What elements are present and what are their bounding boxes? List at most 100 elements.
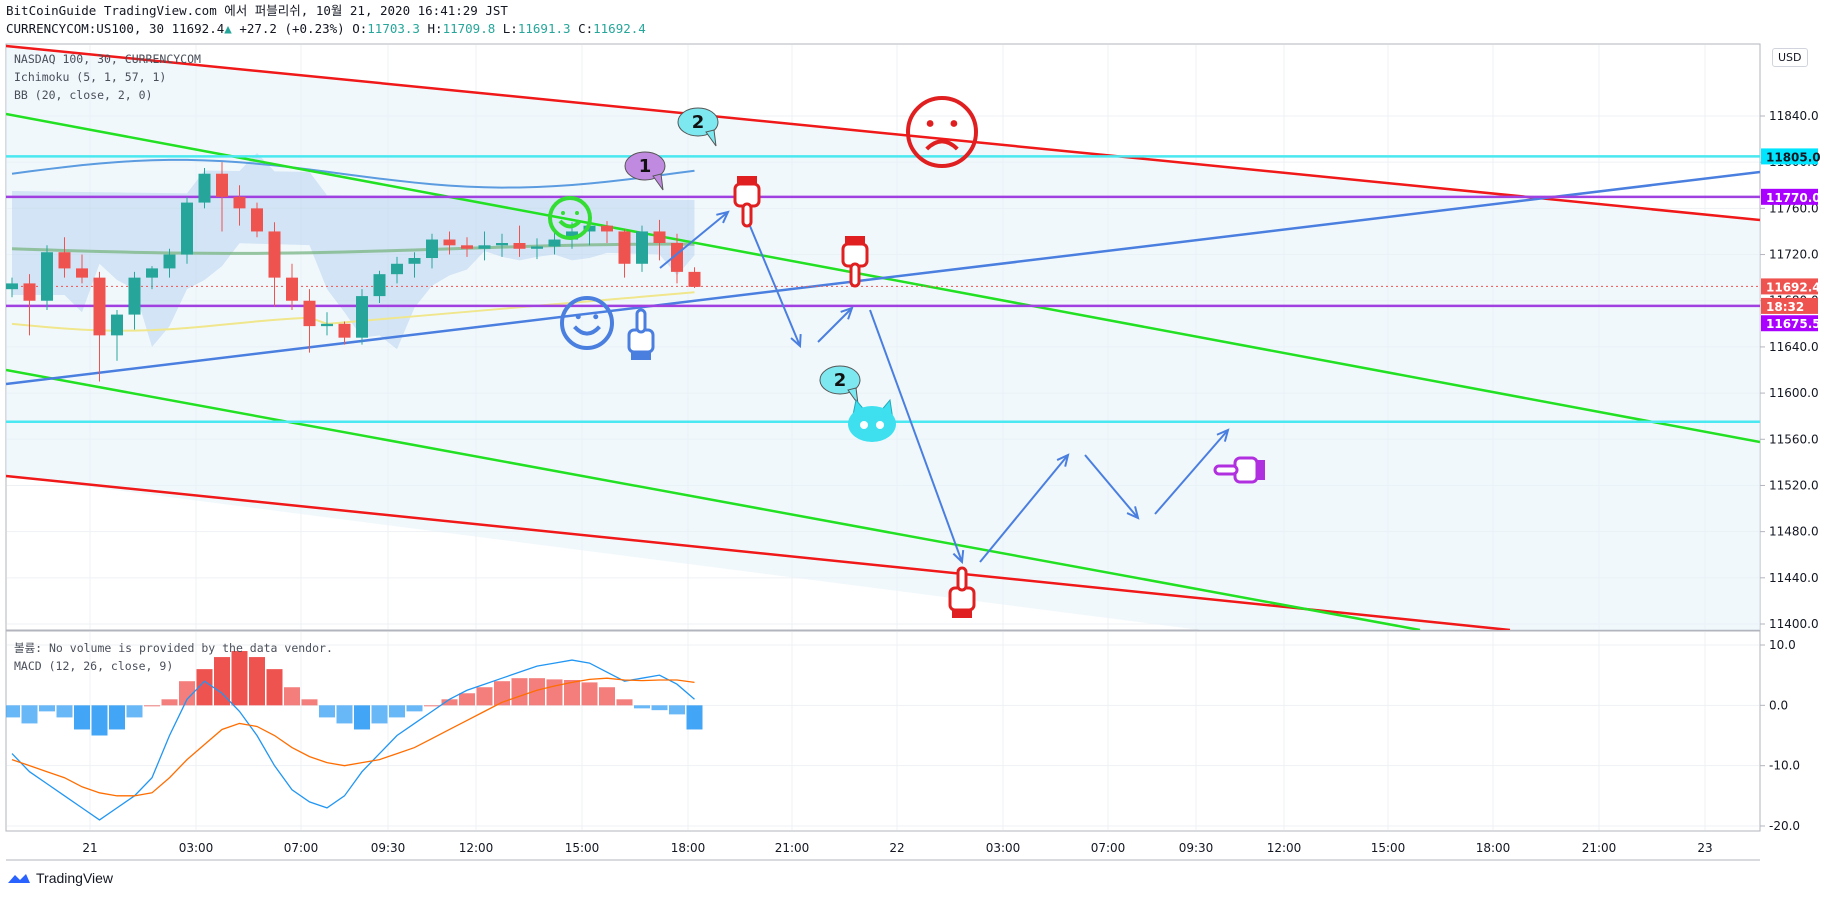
- time-tick-label: 18:00: [1476, 841, 1511, 855]
- badge-text: 11770.0: [1766, 191, 1821, 205]
- bb-lower-line: [11, 291, 695, 332]
- face-eye: [950, 120, 958, 127]
- price-axis[interactable]: 11840.011800.011760.011720.011680.011640…: [1760, 109, 1819, 631]
- logo-text: TradingView: [36, 870, 114, 886]
- candle-body: [443, 239, 456, 246]
- candle-body: [251, 208, 263, 232]
- macd-histogram-bar: [599, 687, 615, 706]
- macd-histogram-bar: [389, 705, 405, 718]
- macd-histogram-bar: [284, 687, 300, 706]
- macd-histogram-bar: [511, 678, 528, 706]
- candle-body: [531, 246, 543, 249]
- bubble-1: 1: [624, 151, 666, 191]
- cat-eye: [860, 421, 868, 429]
- hand-finger: [741, 202, 753, 228]
- macd-histogram-bar: [249, 657, 265, 706]
- arrow-head: [716, 210, 730, 224]
- candle-body: [461, 245, 473, 249]
- publish-info: BitCoinGuide TradingView.com 에서 퍼블리쉬, 10…: [6, 3, 508, 18]
- macd-histogram-bar: [6, 705, 20, 718]
- macd-histogram-bar: [91, 705, 108, 736]
- time-tick-label: 23: [1697, 841, 1712, 855]
- sad-face-icon: [906, 96, 978, 168]
- macd-histogram-bar: [21, 705, 38, 724]
- drawn-lines: [6, 44, 1760, 630]
- macd-tick-label: 0.0: [1769, 698, 1788, 712]
- hand-finger: [1213, 464, 1239, 476]
- badge-bg: [1761, 315, 1818, 332]
- badge-text: 18:32: [1766, 300, 1804, 314]
- price-tick-label: 11520.0: [1769, 478, 1819, 492]
- macd-histogram-bar: [459, 693, 475, 706]
- badge-bg: [1761, 188, 1818, 205]
- face-outline: [560, 296, 614, 350]
- pointing-hand-blue-icon: [627, 308, 655, 360]
- candle-body: [23, 283, 36, 301]
- pointing-hand-red-icon: [948, 566, 976, 618]
- candle-body: [496, 243, 508, 246]
- candle-body: [198, 173, 211, 203]
- candle-body: [163, 254, 176, 269]
- badge-text: 11675.5: [1766, 317, 1821, 331]
- candle-body: [128, 277, 141, 315]
- badge-bg: [1761, 148, 1818, 165]
- cat-face-icon: [848, 398, 896, 442]
- hand-finger: [635, 308, 647, 334]
- bubble-body: [624, 151, 666, 181]
- time-axis[interactable]: 21 03:00 07:00 09:30 12:00 15:00 18:00 21:00 22 0…: [82, 841, 1712, 855]
- arrow-shaft: [1084, 454, 1139, 519]
- macd-histogram-bar: [301, 699, 318, 706]
- candle-body: [391, 263, 403, 275]
- macd-histogram-bar: [371, 705, 388, 724]
- macd-tick-label: -20.0: [1769, 819, 1800, 833]
- macd-pane[interactable]: [5, 630, 1761, 832]
- macd-histogram-bar: [266, 669, 283, 706]
- hand-cuff: [1257, 460, 1265, 480]
- symbol-label: CURRENCYCOM:US100, 30: [6, 21, 165, 36]
- macd-histogram-bar: [406, 705, 423, 712]
- channel-shading: [6, 46, 1760, 630]
- macd-histogram-bar: [634, 705, 650, 709]
- macd-line: [11, 659, 695, 821]
- macd-tick-label: -10.0: [1769, 759, 1800, 773]
- bubble-body: [819, 365, 861, 395]
- bubble-number: 2: [834, 370, 847, 391]
- price-change: +27.2 (+0.23%): [239, 21, 345, 36]
- price-badge: 11805.0: [1761, 148, 1821, 165]
- face-eye: [593, 314, 599, 320]
- candle-body: [93, 277, 106, 336]
- pointing-hand-red-icon: [733, 176, 761, 228]
- close-value: 11692.4: [593, 21, 646, 36]
- macd-histogram-bar: [56, 705, 73, 718]
- badge-text: 11805.0: [1766, 150, 1821, 164]
- cat-head: [848, 406, 896, 442]
- macd-histogram-bar: [161, 699, 178, 706]
- price-badge: 18:32: [1761, 297, 1818, 314]
- macd-histogram-bar: [39, 705, 55, 712]
- stickers: 1 2 2: [548, 96, 1265, 618]
- arrow-shaft: [1154, 429, 1229, 515]
- candle-body: [268, 231, 281, 278]
- arrow-head: [840, 306, 854, 320]
- hand-cuff: [845, 236, 865, 244]
- time-tick-label: 12:00: [1267, 841, 1302, 855]
- macd-histogram-bar: [651, 705, 668, 711]
- channel-green-lower: [6, 368, 1421, 630]
- macd-axis[interactable]: 10.0 0.0 -10.0 -20.0: [1760, 638, 1800, 833]
- badge-text: 11692.4: [1766, 280, 1821, 294]
- face-mouth: [925, 139, 959, 151]
- candle-body: [513, 243, 526, 249]
- macd-histogram-bar: [126, 705, 143, 718]
- candle-body: [286, 277, 298, 301]
- face-eye: [575, 314, 581, 320]
- macd-histogram-bar: [424, 705, 440, 707]
- arrow-shaft: [979, 454, 1069, 563]
- indicator-bb-label: BB (20, close, 2, 0): [14, 88, 152, 102]
- face-outline: [906, 96, 978, 168]
- currency-button[interactable]: USD: [1772, 48, 1808, 67]
- candle-body: [583, 225, 596, 232]
- macd-histogram-bar: [441, 699, 458, 706]
- arrow-shaft: [869, 309, 963, 563]
- macd-series: [6, 651, 703, 821]
